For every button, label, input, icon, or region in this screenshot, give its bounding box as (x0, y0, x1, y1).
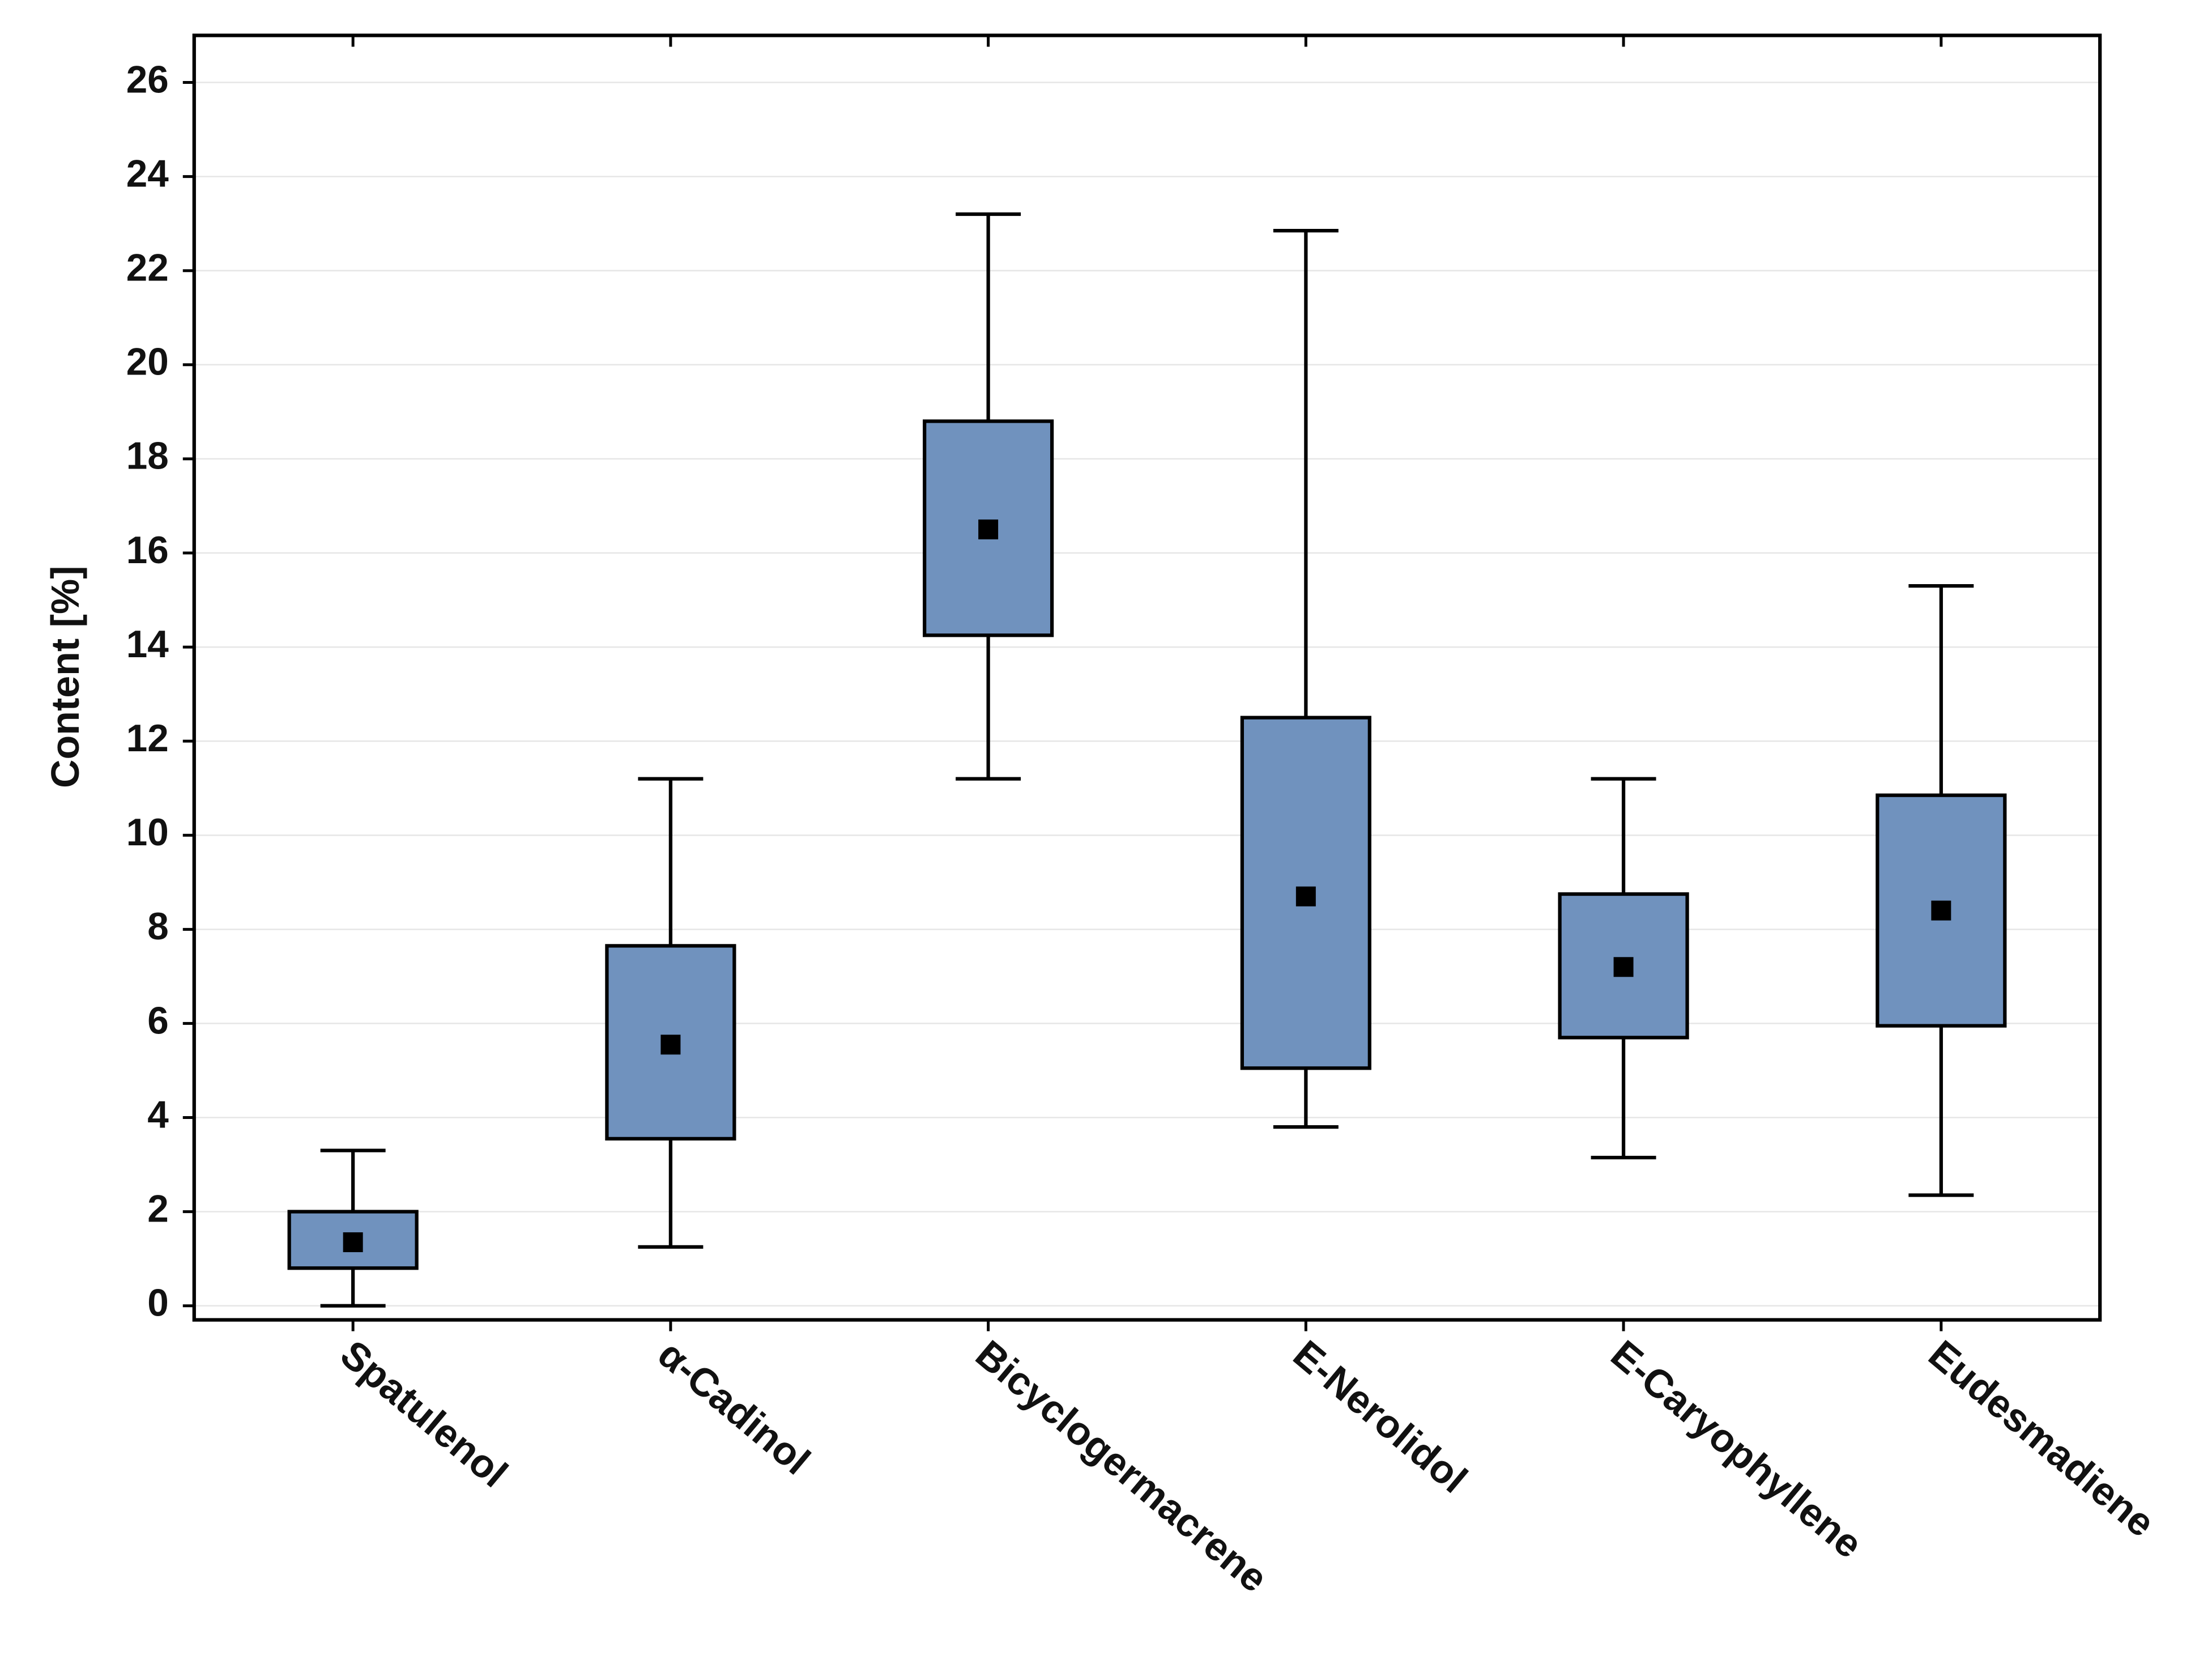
y-tick-label: 12 (126, 717, 169, 760)
median-point (1295, 886, 1316, 907)
y-tick-label: 2 (147, 1188, 169, 1230)
x-tick-label: Bicyclogermacrene (968, 1331, 1276, 1601)
median-point (1931, 900, 1951, 921)
y-tick-label: 18 (126, 435, 169, 478)
y-tick-label: 10 (126, 811, 169, 854)
y-tick-label: 22 (126, 247, 169, 290)
y-axis-label: Content [%] (43, 566, 87, 789)
y-tick-label: 24 (126, 152, 169, 195)
y-tick-label: 6 (147, 999, 169, 1042)
median-point (1613, 957, 1634, 977)
x-tick-label: α-Cadinol (650, 1331, 818, 1483)
x-tick-label: E-Nerolidol (1285, 1331, 1476, 1501)
y-tick-label: 20 (126, 341, 169, 384)
y-tick-label: 26 (126, 58, 169, 101)
y-tick-label: 16 (126, 529, 169, 572)
y-tick-label: 14 (126, 623, 169, 666)
x-tick-label: Eudesmadiene (1920, 1331, 2163, 1545)
median-point (343, 1232, 363, 1253)
x-tick-label: E-Caryophyllene (1603, 1331, 1871, 1567)
median-point (660, 1035, 681, 1055)
y-tick-label: 8 (147, 905, 169, 948)
y-tick-label: 4 (147, 1093, 169, 1136)
plot-frame (192, 33, 2102, 1322)
y-tick-label: 0 (147, 1282, 169, 1325)
x-tick-label: Spatulenol (333, 1331, 516, 1496)
median-point (978, 519, 999, 539)
